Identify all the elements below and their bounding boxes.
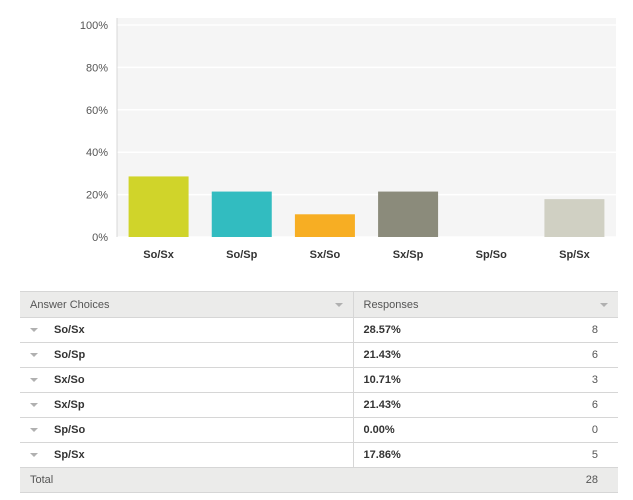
expand-caret-icon[interactable] (30, 403, 38, 407)
x-category-label: So/Sp (226, 249, 257, 261)
response-count: 8 (591, 324, 598, 336)
table-row: Sp/So 0.00% 0 (20, 417, 618, 443)
total-count-cell: 28 (353, 467, 618, 493)
plot-background (117, 18, 616, 237)
response-cell: 28.57% 8 (353, 317, 618, 343)
bar[interactable] (378, 191, 439, 237)
response-percent: 28.57% (363, 324, 401, 336)
y-tick-label: 60% (86, 105, 108, 117)
x-category-label: Sx/Sp (393, 249, 424, 261)
response-count: 5 (591, 449, 598, 461)
table-row: Sx/So 10.71% 3 (20, 367, 618, 393)
table-row: Sx/Sp 21.43% 6 (20, 392, 618, 418)
response-count: 0 (591, 424, 598, 436)
choice-label: So/Sx (54, 324, 85, 336)
choice-cell: Sp/So (20, 417, 354, 443)
table-row: So/Sx 28.57% 8 (20, 317, 618, 343)
x-category-label: Sp/Sx (559, 249, 590, 261)
sort-caret-icon[interactable] (600, 302, 608, 307)
response-percent: 17.86% (363, 449, 401, 461)
expand-caret-icon[interactable] (30, 378, 38, 382)
responses-header[interactable]: Responses (353, 291, 618, 318)
choice-label: Sp/So (54, 424, 86, 436)
responses-header-label: Responses (363, 298, 419, 311)
y-tick-label: 80% (86, 62, 108, 74)
total-label: Total (30, 474, 54, 486)
total-row: Total 28 (20, 467, 618, 493)
choice-cell: So/Sx (20, 317, 354, 343)
expand-caret-icon[interactable] (30, 328, 38, 332)
sort-caret-icon[interactable] (334, 302, 343, 307)
choice-cell: Sx/Sp (20, 392, 354, 418)
response-percent: 21.43% (363, 349, 401, 361)
y-tick-label: 40% (86, 147, 108, 159)
choice-label: Sp/Sx (54, 449, 85, 461)
answer-choices-header-label: Answer Choices (30, 298, 110, 311)
bar[interactable] (544, 199, 605, 237)
response-cell: 21.43% 6 (353, 392, 618, 418)
x-category-label: So/Sx (143, 249, 174, 261)
bar[interactable] (294, 214, 355, 237)
bar[interactable] (211, 191, 272, 237)
table-header-row: Answer Choices Responses (20, 291, 618, 318)
response-percent: 0.00% (363, 424, 395, 436)
choice-cell: Sp/Sx (20, 442, 354, 468)
answer-choices-header[interactable]: Answer Choices (20, 291, 354, 318)
y-tick-label: 100% (80, 20, 108, 32)
expand-caret-icon[interactable] (30, 353, 38, 357)
x-category-label: Sx/So (310, 249, 341, 261)
results-table: Answer Choices Responses So/Sx 28.57% 8 So/… (20, 291, 618, 493)
total-label-cell: Total (20, 467, 353, 493)
y-tick-label: 20% (86, 190, 108, 202)
response-cell: 10.71% 3 (353, 367, 618, 393)
choice-cell: So/Sp (20, 342, 354, 368)
table-row: Sp/Sx 17.86% 5 (20, 442, 618, 468)
response-percent: 10.71% (363, 374, 401, 386)
response-cell: 0.00% 0 (353, 417, 618, 443)
choice-label: So/Sp (54, 349, 86, 361)
choice-label: Sx/Sp (54, 399, 85, 411)
table-row: So/Sp 21.43% 6 (20, 342, 618, 368)
total-count: 28 (585, 474, 598, 486)
response-cell: 17.86% 5 (353, 442, 618, 468)
response-percent: 21.43% (363, 399, 401, 411)
response-cell: 21.43% 6 (353, 342, 618, 368)
expand-caret-icon[interactable] (30, 453, 38, 457)
response-count: 6 (591, 349, 598, 361)
response-count: 6 (591, 399, 598, 411)
expand-caret-icon[interactable] (30, 428, 38, 432)
x-category-label: Sp/So (476, 249, 507, 261)
y-tick-label: 0% (92, 232, 108, 244)
bar[interactable] (128, 176, 189, 237)
bar-chart: 0% 20% 40% 60% 80% 100% So/Sx So/Sp Sx/So Sx/Sp Sp… (79, 18, 616, 261)
response-count: 3 (591, 374, 598, 386)
choice-cell: Sx/So (20, 367, 354, 393)
choice-label: Sx/So (54, 374, 85, 386)
